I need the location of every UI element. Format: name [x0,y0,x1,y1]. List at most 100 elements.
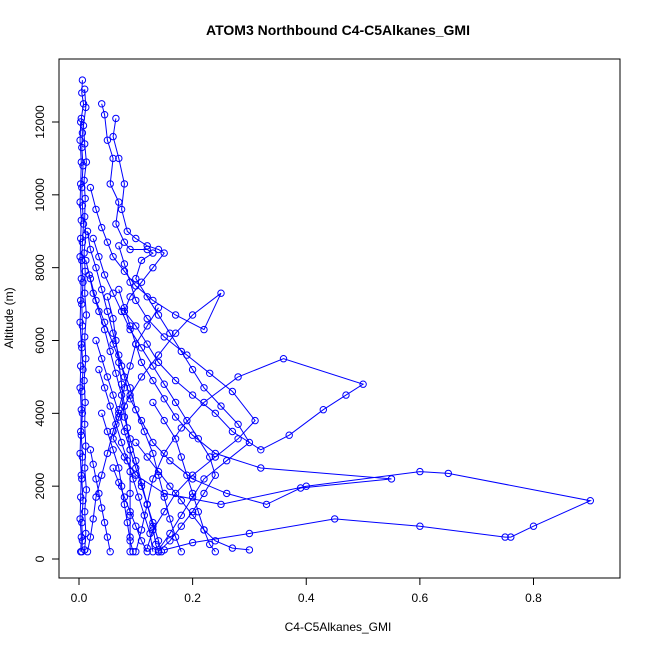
data-point [140,427,149,436]
chart-title: ATOM3 Northbound C4-C5Alkanes_GMI [206,22,470,38]
data-point [98,355,106,363]
data-point [86,446,95,454]
data-point [132,464,140,472]
series-5 [109,114,367,556]
data-point [143,500,151,509]
data-point [81,420,89,428]
data-point [149,376,157,385]
data-point [86,183,95,192]
series-15 [109,464,151,556]
data-point [123,457,132,465]
data-point [81,194,89,203]
data-point [143,548,151,556]
data-point [211,537,220,545]
series-16 [83,304,163,556]
data-point [126,548,134,556]
series-line [89,449,111,552]
data-point [103,533,112,541]
x-axis-label: C4-C5Alkanes_GMI [285,620,392,634]
data-point [501,533,509,541]
data-point [132,234,140,243]
data-point [81,398,89,407]
data-point [154,467,163,476]
data-point [120,384,129,392]
data-point [166,482,174,490]
data-point [81,508,89,516]
data-point [77,296,85,305]
series-14 [86,446,114,556]
data-point [78,409,87,417]
data-point [177,453,186,461]
data-point [154,304,163,312]
data-point [109,464,117,472]
data-point [171,376,180,385]
data-point [77,431,86,439]
data-point [331,515,339,523]
data-point [81,85,89,93]
data-point [154,351,163,359]
data-point [149,362,157,370]
data-point [296,484,305,492]
data-point [89,234,97,243]
data-point [77,340,86,348]
data-point [154,311,163,319]
data-point [106,347,114,356]
data-point [79,497,87,505]
data-point [77,216,86,225]
data-point [120,260,129,268]
data-point [146,529,154,538]
data-point [100,518,109,527]
data-point [166,537,174,545]
data-point [117,438,126,447]
data-point [82,256,90,265]
data-point [120,402,129,410]
series-line [101,413,134,552]
data-point [279,355,288,363]
data-point [79,278,87,286]
data-point [78,202,87,210]
data-point [82,486,91,494]
data-point [77,180,85,188]
data-point [78,129,87,137]
data-point [100,111,109,119]
series-line [89,187,592,551]
data-point [211,409,220,417]
data-point [126,489,134,498]
data-point [98,471,106,479]
data-point [137,373,146,381]
data-point [100,325,109,334]
data-point [82,231,90,239]
data-point [76,318,84,326]
data-point [81,464,89,472]
data-point [262,500,271,509]
series-layer [76,76,594,556]
data-point [206,540,214,549]
data-point [160,380,168,388]
data-point [126,325,134,334]
series-line [92,238,216,553]
data-point [92,336,100,345]
data-point [78,475,86,483]
data-point [342,391,350,399]
data-point [200,398,208,407]
data-point [245,529,254,538]
data-point [115,464,123,472]
data-point [228,427,237,436]
series-8 [89,234,220,556]
data-point [171,311,180,319]
data-point [109,329,117,337]
data-point [103,136,112,144]
data-point [115,154,123,163]
data-point [109,253,117,261]
data-point [112,220,120,228]
data-point [123,518,132,527]
data-point [251,416,259,425]
data-point [135,493,143,501]
y-tick-label: 6000 [33,327,47,354]
data-point [143,242,151,250]
data-point [183,351,191,359]
data-point [234,435,242,443]
data-point [117,205,126,214]
data-point [112,369,120,377]
data-point [160,416,168,425]
